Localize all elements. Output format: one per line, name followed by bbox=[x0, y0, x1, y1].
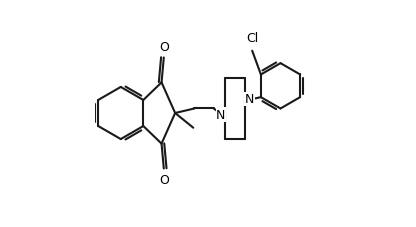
Text: Cl: Cl bbox=[246, 32, 258, 45]
Text: N: N bbox=[216, 109, 225, 121]
Text: O: O bbox=[159, 41, 169, 54]
Text: N: N bbox=[245, 93, 254, 106]
Text: O: O bbox=[159, 173, 169, 186]
